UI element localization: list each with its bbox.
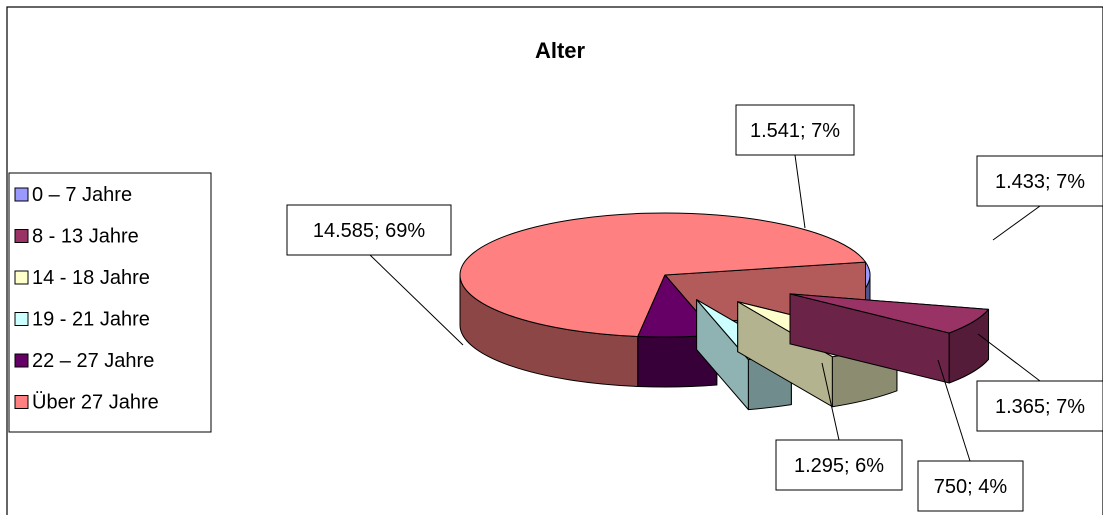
data-label-text: 14.585; 69% xyxy=(313,220,426,242)
leader-lines xyxy=(369,154,1041,462)
legend-box xyxy=(8,172,212,433)
legend-swatch xyxy=(14,312,29,326)
data-label-box xyxy=(735,104,855,156)
legend-item-3: 14 - 18 Jahre xyxy=(14,267,150,289)
data-label-text: 1.365; 7% xyxy=(995,396,1085,418)
legend: 0 – 7 Jahre 8 - 13 Jahre 14 - 18 Jahre 19 -… xyxy=(8,172,212,433)
legend-item-2: 8 - 13 Jahre xyxy=(14,226,139,248)
legend-swatch xyxy=(14,187,29,202)
legend-item-4: 19 - 21 Jahre xyxy=(14,309,150,331)
leader-line-3 xyxy=(977,333,1041,382)
data-label-text: 1.295; 6% xyxy=(794,455,884,477)
data-label-4: 750; 4% xyxy=(917,460,1024,512)
legend-label: 19 - 21 Jahre xyxy=(32,309,150,331)
data-labels: 1.541; 7% 1.433; 7% 1.365; 7% 750; 4% 1.295;… xyxy=(286,104,1103,512)
leader-line-4 xyxy=(937,359,971,462)
legend-label: 0 – 7 Jahre xyxy=(32,184,132,206)
legend-swatch xyxy=(14,270,29,285)
pie-slice-2 xyxy=(789,293,990,384)
legend-item-1: 0 – 7 Jahre xyxy=(14,184,132,206)
leader-line-6 xyxy=(369,254,464,346)
data-label-text: 750; 4% xyxy=(934,476,1008,498)
data-label-6: 14.585; 69% xyxy=(286,204,452,256)
legend-swatch xyxy=(14,395,29,409)
leader-line-5 xyxy=(821,362,840,441)
legend-label: 22 – 27 Jahre xyxy=(32,350,154,372)
legend-label: Über 27 Jahre xyxy=(32,392,159,414)
legend-swatch xyxy=(14,229,29,243)
legend-label: 8 - 13 Jahre xyxy=(32,226,139,248)
chart-title: Alter xyxy=(535,38,586,63)
data-label-2: 1.433; 7% xyxy=(976,155,1103,207)
leader-line-1 xyxy=(794,154,806,229)
legend-label: 14 - 18 Jahre xyxy=(32,267,150,289)
legend-swatch xyxy=(14,353,29,368)
data-label-box xyxy=(976,380,1103,432)
data-label-text: 1.541; 7% xyxy=(750,120,840,142)
data-label-box xyxy=(917,460,1024,512)
data-label-box xyxy=(976,155,1103,207)
legend-item-5: 22 – 27 Jahre xyxy=(14,350,154,372)
leader-line-2 xyxy=(992,205,1041,241)
data-label-text: 1.433; 7% xyxy=(995,171,1085,193)
data-label-box xyxy=(286,204,452,256)
data-label-1: 1.541; 7% xyxy=(735,104,855,156)
pie-layer xyxy=(459,212,990,411)
data-label-box xyxy=(775,439,903,491)
legend-item-6: Über 27 Jahre xyxy=(14,392,159,414)
data-label-5: 1.295; 6% xyxy=(775,439,903,491)
data-label-3: 1.365; 7% xyxy=(976,380,1103,432)
